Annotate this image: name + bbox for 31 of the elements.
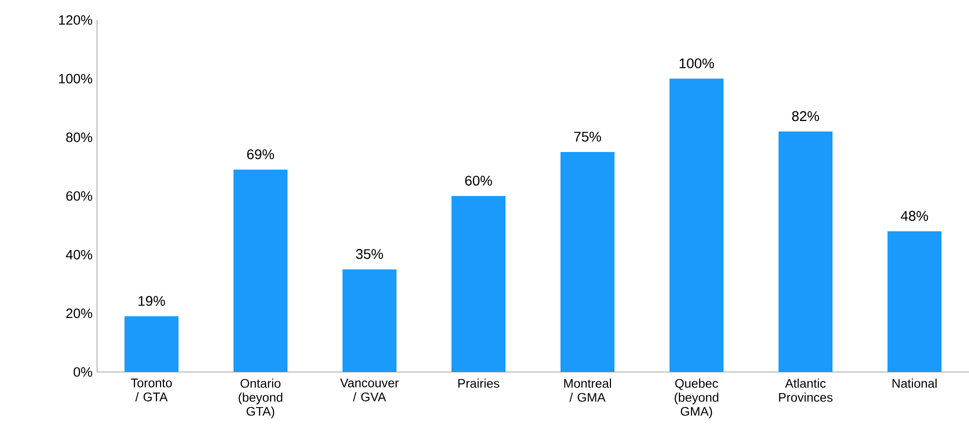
x-tick-label: Atlantic Provinces bbox=[779, 378, 832, 402]
y-tick-label: 120% bbox=[59, 15, 92, 25]
data-label: 82% bbox=[792, 111, 820, 122]
y-tick-label: 20% bbox=[66, 308, 92, 318]
x-tick-label: Quebec (beyond GMA) bbox=[674, 378, 718, 418]
y-tick-label: 100% bbox=[59, 74, 92, 84]
data-label: 19% bbox=[138, 296, 166, 306]
x-tick-label: Montreal / GMA bbox=[564, 378, 611, 402]
x-tick-label: Ontario (beyond GTA) bbox=[238, 378, 282, 418]
bar bbox=[124, 316, 178, 372]
bar bbox=[778, 131, 833, 372]
bar bbox=[342, 269, 397, 372]
y-tick-label: 60% bbox=[66, 191, 92, 201]
bar bbox=[670, 78, 724, 372]
y-tick-label: 0% bbox=[74, 367, 92, 377]
data-label: 75% bbox=[574, 132, 602, 142]
x-tick-label: National bbox=[892, 378, 937, 388]
x-tick-label: Vancouver / GVA bbox=[340, 378, 399, 402]
bar bbox=[452, 196, 506, 372]
data-label: 35% bbox=[356, 249, 384, 259]
data-label: 100% bbox=[680, 58, 714, 68]
x-tick-label: Toronto / GTA bbox=[130, 378, 172, 402]
bar bbox=[234, 170, 288, 372]
x-tick-label: Prairies bbox=[458, 378, 500, 388]
data-label: 60% bbox=[465, 176, 492, 186]
y-tick-label: 40% bbox=[66, 250, 92, 260]
bar bbox=[560, 152, 615, 372]
data-label: 48% bbox=[900, 210, 928, 221]
y-tick-label: 80% bbox=[66, 132, 92, 142]
bar bbox=[888, 231, 942, 372]
data-label: 69% bbox=[247, 149, 274, 160]
